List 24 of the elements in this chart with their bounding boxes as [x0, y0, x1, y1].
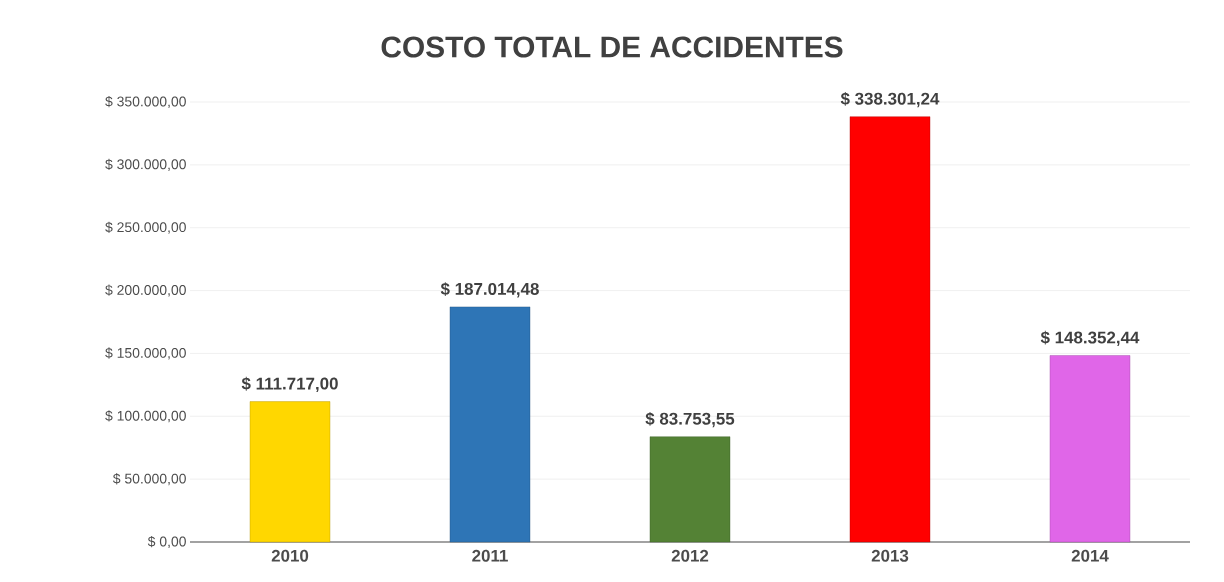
bar	[1049, 355, 1131, 543]
data-label: $ 338.301,24	[840, 91, 940, 108]
x-tick-label: 2014	[1071, 549, 1109, 562]
y-tick-label: $ 350.000,00	[105, 95, 186, 109]
y-tick-label: $ 0,00	[147, 535, 186, 549]
chart-title: COSTO TOTAL DE ACCIDENTES	[381, 36, 843, 58]
y-tick-label: $ 200.000,00	[105, 284, 186, 297]
bar	[649, 436, 731, 543]
y-tick-label: $ 50.000,00	[112, 473, 186, 486]
data-label: $ 111.717,00	[241, 376, 338, 393]
x-tick-label: 2013	[871, 549, 909, 562]
y-tick-label: $ 100.000,00	[105, 410, 186, 423]
data-label: $ 187.014,48	[440, 282, 539, 298]
y-tick-label: $ 300.000,00	[105, 158, 186, 171]
x-tick-label: 2011	[472, 549, 508, 562]
y-tick-label: $ 250.000,00	[105, 221, 186, 234]
bar	[849, 116, 931, 543]
x-tick-label: 2010	[271, 549, 309, 562]
x-tick-label: 2012	[671, 549, 709, 562]
data-label: $ 83.753,55	[645, 411, 735, 428]
y-tick-label: $ 150.000,00	[105, 347, 186, 360]
data-label: $ 148.352,44	[1040, 330, 1140, 346]
bar	[249, 401, 331, 543]
bar	[449, 306, 531, 543]
